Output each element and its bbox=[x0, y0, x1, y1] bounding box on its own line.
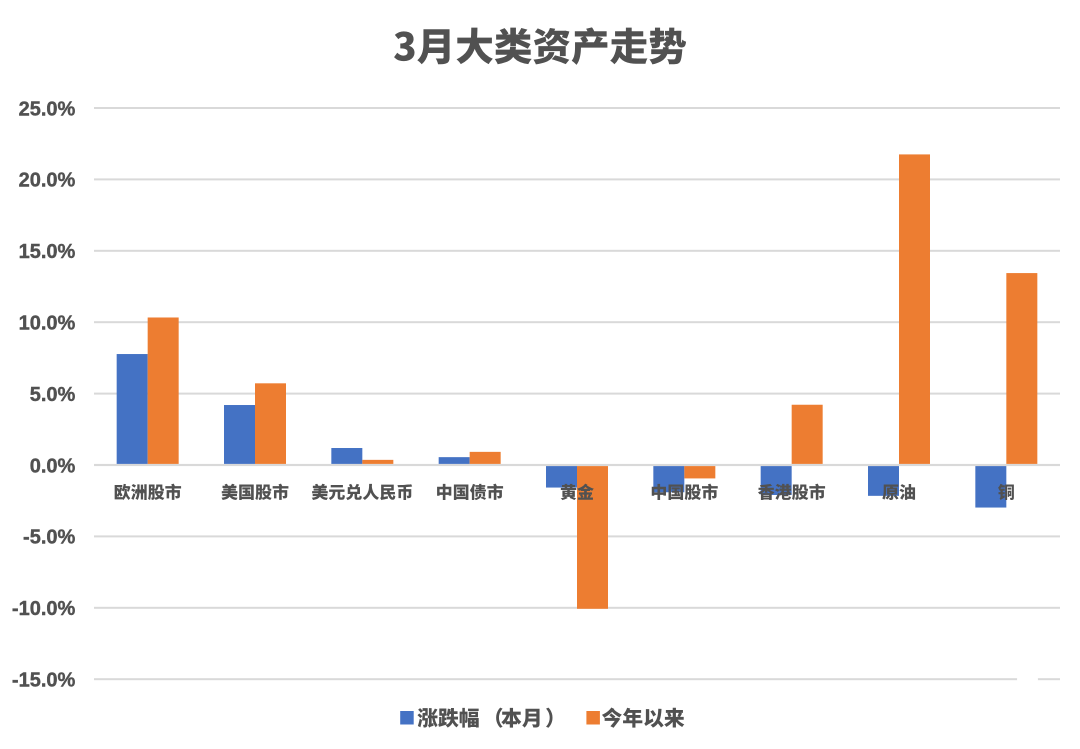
svg-text:-15.0%: -15.0% bbox=[12, 670, 76, 692]
svg-text:-10.0%: -10.0% bbox=[12, 598, 76, 620]
svg-text:-5.0%: -5.0% bbox=[23, 527, 75, 549]
svg-text:0.0%: 0.0% bbox=[30, 455, 76, 477]
svg-text:20.0%: 20.0% bbox=[19, 170, 76, 192]
svg-text:15.0%: 15.0% bbox=[19, 241, 76, 263]
svg-text:5.0%: 5.0% bbox=[30, 384, 76, 406]
svg-text:25.0%: 25.0% bbox=[19, 98, 76, 120]
svg-text:10.0%: 10.0% bbox=[19, 313, 76, 335]
